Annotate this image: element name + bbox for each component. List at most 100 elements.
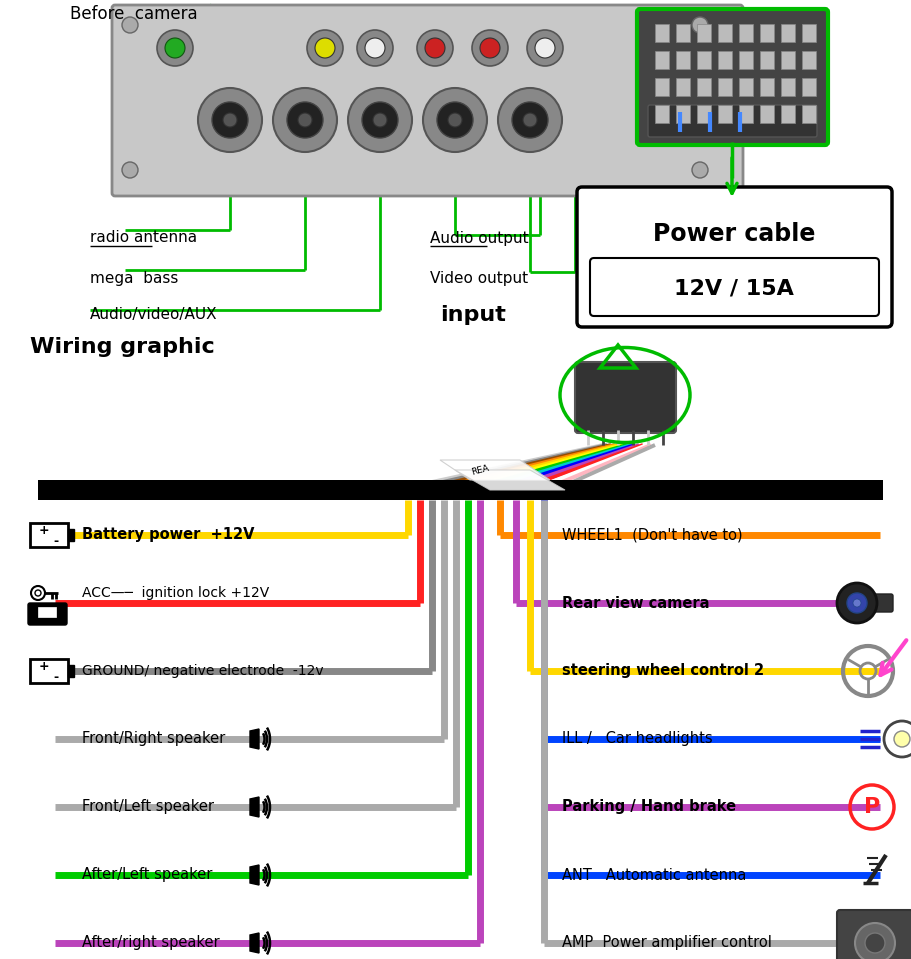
FancyBboxPatch shape	[38, 480, 882, 500]
Circle shape	[436, 102, 473, 138]
Circle shape	[122, 162, 138, 178]
Bar	[675, 24, 690, 42]
Text: WHEEL1  (Don't have to): WHEEL1 (Don't have to)	[561, 527, 742, 543]
Bar	[717, 78, 732, 96]
Bar	[68, 529, 74, 541]
Bar	[738, 24, 752, 42]
Text: steering wheel control 2: steering wheel control 2	[561, 664, 763, 679]
Bar	[801, 105, 815, 123]
FancyBboxPatch shape	[574, 362, 675, 433]
Bar	[696, 105, 711, 123]
Bar	[738, 78, 752, 96]
FancyBboxPatch shape	[836, 910, 911, 959]
Text: Video output: Video output	[429, 270, 527, 286]
Circle shape	[35, 590, 41, 596]
Bar	[654, 24, 669, 42]
Circle shape	[211, 102, 248, 138]
Text: Rear view camera: Rear view camera	[561, 596, 709, 611]
Text: After/Left speaker: After/Left speaker	[82, 868, 212, 882]
Text: Front/Left speaker: Front/Left speaker	[82, 800, 214, 814]
Text: ACC—─  ignition lock +12V: ACC—─ ignition lock +12V	[82, 586, 269, 600]
Circle shape	[691, 162, 707, 178]
Polygon shape	[250, 729, 259, 749]
Text: Before  camera: Before camera	[70, 5, 198, 23]
Polygon shape	[250, 865, 259, 885]
Bar	[654, 78, 669, 96]
Text: +: +	[38, 660, 49, 672]
Text: ILL /   Car headlights: ILL / Car headlights	[561, 732, 711, 746]
Bar	[654, 105, 669, 123]
Text: Audio output: Audio output	[429, 230, 528, 246]
Circle shape	[157, 30, 193, 66]
Bar	[759, 24, 773, 42]
Bar	[780, 51, 794, 69]
Bar	[738, 105, 752, 123]
Circle shape	[497, 88, 561, 152]
Circle shape	[423, 88, 486, 152]
Circle shape	[356, 30, 393, 66]
Text: Parking / Hand brake: Parking / Hand brake	[561, 800, 735, 814]
Bar	[738, 51, 752, 69]
Bar	[68, 665, 74, 677]
Text: After/right speaker: After/right speaker	[82, 935, 220, 950]
Bar	[780, 105, 794, 123]
FancyBboxPatch shape	[112, 5, 742, 196]
Polygon shape	[439, 460, 549, 480]
Circle shape	[836, 583, 876, 623]
Circle shape	[864, 933, 884, 953]
Text: 12V / 15A: 12V / 15A	[673, 279, 793, 299]
Circle shape	[846, 593, 866, 613]
Text: AMP  Power amplifier control: AMP Power amplifier control	[561, 935, 771, 950]
Circle shape	[527, 30, 562, 66]
Circle shape	[472, 30, 507, 66]
Text: Audio/video/AUX: Audio/video/AUX	[90, 308, 218, 322]
Text: -: -	[54, 670, 58, 684]
Bar	[696, 51, 711, 69]
Circle shape	[691, 17, 707, 33]
Bar	[717, 24, 732, 42]
Circle shape	[348, 88, 412, 152]
Bar	[696, 24, 711, 42]
Bar	[801, 24, 815, 42]
Circle shape	[223, 113, 237, 127]
Bar	[696, 78, 711, 96]
Circle shape	[447, 113, 462, 127]
Text: mega  bass: mega bass	[90, 270, 179, 286]
Text: Power cable: Power cable	[652, 222, 814, 246]
FancyBboxPatch shape	[589, 258, 878, 316]
Circle shape	[425, 38, 445, 58]
Text: ANT   Automatic antenna: ANT Automatic antenna	[561, 868, 745, 882]
FancyBboxPatch shape	[872, 594, 892, 612]
Bar	[675, 51, 690, 69]
Circle shape	[479, 38, 499, 58]
Circle shape	[272, 88, 337, 152]
Bar	[675, 105, 690, 123]
Polygon shape	[250, 933, 259, 953]
FancyBboxPatch shape	[636, 9, 827, 145]
Circle shape	[314, 38, 334, 58]
Circle shape	[364, 38, 384, 58]
Bar	[675, 78, 690, 96]
Text: -: -	[54, 534, 58, 548]
Bar	[30, 659, 68, 683]
Bar	[759, 105, 773, 123]
Text: Battery power  +12V: Battery power +12V	[82, 527, 254, 543]
Circle shape	[893, 731, 909, 747]
Bar	[717, 51, 732, 69]
Bar	[30, 523, 68, 547]
Text: Front/Right speaker: Front/Right speaker	[82, 732, 225, 746]
Polygon shape	[250, 797, 259, 817]
Text: Wiring graphic: Wiring graphic	[30, 337, 214, 357]
FancyBboxPatch shape	[577, 187, 891, 327]
Bar	[801, 51, 815, 69]
Bar	[759, 51, 773, 69]
Circle shape	[122, 17, 138, 33]
Circle shape	[373, 113, 386, 127]
Text: REA: REA	[470, 463, 489, 477]
Circle shape	[198, 88, 261, 152]
FancyBboxPatch shape	[648, 105, 816, 137]
Circle shape	[852, 599, 860, 607]
Text: input: input	[439, 305, 506, 325]
Circle shape	[298, 113, 312, 127]
Text: P: P	[863, 797, 879, 817]
